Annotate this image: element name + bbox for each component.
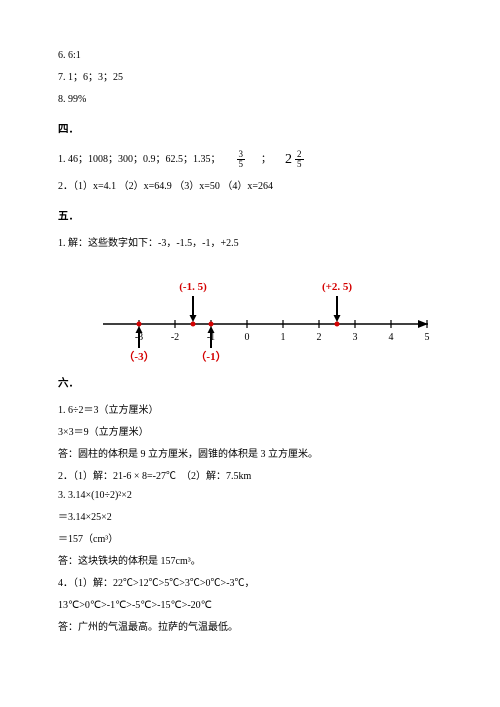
ans-8: 8. 99%	[58, 92, 442, 108]
section-5-head: 五．	[58, 209, 442, 226]
sep: ；	[261, 152, 271, 168]
ans-7: 7. 1；6；3；25	[58, 70, 442, 86]
sec6-1b: 3×3＝9（立方厘米）	[58, 425, 442, 441]
svg-text:4: 4	[389, 332, 394, 343]
sec6-3a: 3. 3.14×(10÷2)²×2	[58, 488, 442, 504]
sec4-l1-prefix: 1. 46；1008；300；0.9；62.5；1.35；	[58, 152, 221, 168]
section-4-head: 四．	[58, 122, 442, 139]
svg-text:(+2. 5): (+2. 5)	[322, 281, 352, 293]
mixed-frac: 2 5	[295, 150, 304, 169]
ans-6: 6. 6:1	[58, 48, 442, 64]
frac-den: 5	[237, 160, 246, 169]
sec6-1c: 答：圆柱的体积是 9 立方厘米，圆锥的体积是 3 立方厘米。	[58, 447, 442, 463]
sec4-line1: 1. 46；1008；300；0.9；62.5；1.35； 3 5 ； 2 2 …	[58, 149, 442, 171]
sec6-4b: 13℃>0℃>-1℃>-5℃>-15℃>-20℃	[58, 598, 442, 614]
sec6-3c: ＝157（cm³）	[58, 532, 442, 548]
sec6-3b: ＝3.14×25×2	[58, 510, 442, 526]
sec5-line1: 1. 解：这些数字如下：-3，-1.5，-1，+2.5	[58, 236, 442, 252]
svg-text:0: 0	[245, 332, 250, 343]
svg-text:3: 3	[353, 332, 358, 343]
svg-text:（-3）: （-3）	[123, 350, 154, 362]
svg-text:（-1）: （-1）	[195, 350, 226, 362]
mixed-den: 5	[295, 160, 304, 169]
number-line: -3-2-10123456(-1. 5)(+2. 5)（-3）（-1）	[68, 262, 448, 362]
mixed-2-2-5: 2 2 5	[285, 149, 306, 171]
section-6-head: 六．	[58, 376, 442, 393]
svg-text:5: 5	[425, 332, 430, 343]
sec4-line2: 2．（1）x=4.1 （2）x=64.9 （3）x=50 （4）x=264	[58, 179, 442, 195]
svg-text:(-1. 5): (-1. 5)	[179, 281, 207, 293]
sec6-3d: 答：这块铁块的体积是 157cm³。	[58, 554, 442, 570]
svg-text:-2: -2	[171, 332, 179, 343]
sec6-2: 2．（1）解：21-6 × 8=-27℃ （2）解：7.5km	[58, 469, 442, 485]
fraction-3-5: 3 5	[237, 150, 246, 169]
sec6-4c: 答：广州的气温最高。拉萨的气温最低。	[58, 620, 442, 636]
mixed-whole: 2	[285, 149, 292, 171]
sec6-1a: 1. 6÷2＝3（立方厘米）	[58, 403, 442, 419]
svg-text:1: 1	[281, 332, 286, 343]
svg-text:2: 2	[317, 332, 322, 343]
sec6-4a: 4．（1）解：22℃>12℃>5℃>3℃>0℃>-3℃，	[58, 576, 442, 592]
